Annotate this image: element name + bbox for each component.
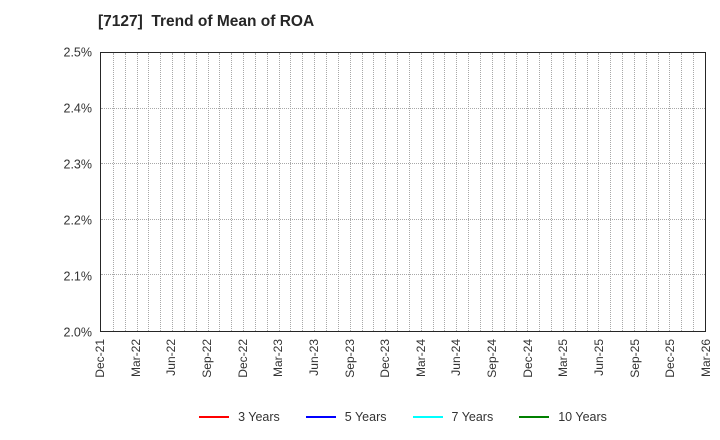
vertical-gridline bbox=[349, 53, 351, 331]
vertical-gridline bbox=[148, 53, 150, 331]
y-tick-label: 2.1% bbox=[63, 268, 93, 283]
vertical-gridline bbox=[361, 53, 363, 331]
x-tick-label: Sep-24 bbox=[485, 339, 500, 378]
vertical-gridline bbox=[136, 53, 138, 331]
vertical-gridline bbox=[266, 53, 268, 331]
vertical-gridline bbox=[479, 53, 481, 331]
vertical-gridline bbox=[195, 53, 197, 331]
x-tick-label: Jun-24 bbox=[449, 339, 464, 376]
vertical-gridline bbox=[527, 53, 529, 331]
x-tick-label: Dec-21 bbox=[93, 339, 107, 378]
horizontal-gridline bbox=[101, 107, 705, 109]
vertical-gridline bbox=[183, 53, 185, 331]
y-tick-label: 2.3% bbox=[63, 156, 93, 171]
y-tick-label: 2.4% bbox=[63, 100, 93, 115]
vertical-gridline bbox=[219, 53, 221, 331]
vertical-gridline bbox=[172, 53, 174, 331]
vertical-gridline bbox=[645, 53, 647, 331]
vertical-gridline bbox=[681, 53, 683, 331]
vertical-gridline bbox=[124, 53, 126, 331]
vertical-gridline bbox=[468, 53, 470, 331]
horizontal-gridline bbox=[101, 218, 705, 220]
vertical-gridline bbox=[373, 53, 375, 331]
legend-label: 7 Years bbox=[451, 410, 494, 424]
vertical-gridline bbox=[385, 53, 387, 331]
vertical-gridline bbox=[551, 53, 553, 331]
vertical-gridline bbox=[574, 53, 576, 331]
x-tick-label: Jun-22 bbox=[164, 339, 179, 376]
vertical-gridline bbox=[337, 53, 339, 331]
y-tick-label: 2.2% bbox=[63, 212, 93, 227]
x-tick-label: Mar-24 bbox=[413, 339, 428, 378]
vertical-gridline bbox=[586, 53, 588, 331]
vertical-gridline bbox=[302, 53, 304, 331]
x-axis-labels: Dec-21 Mar-22 Jun-22 Sep-22 Dec-22 Mar-23 Jun-… bbox=[93, 332, 713, 394]
horizontal-gridline bbox=[101, 274, 705, 276]
vertical-gridline bbox=[657, 53, 659, 331]
vertical-gridline bbox=[420, 53, 422, 331]
vertical-gridline bbox=[444, 53, 446, 331]
vertical-gridline bbox=[160, 53, 162, 331]
vertical-gridline bbox=[633, 53, 635, 331]
horizontal-gridline bbox=[101, 163, 705, 165]
legend-item: 10 Years bbox=[519, 410, 607, 424]
x-tick-label: Jun-25 bbox=[592, 339, 607, 376]
legend-label: 3 Years bbox=[238, 410, 280, 424]
legend-line-swatch bbox=[305, 415, 336, 419]
x-tick-label: Sep-22 bbox=[199, 339, 214, 378]
vertical-gridline bbox=[456, 53, 458, 331]
vertical-gridline bbox=[432, 53, 434, 331]
vertical-gridline bbox=[314, 53, 316, 331]
vertical-gridline bbox=[503, 53, 505, 331]
legend-label: 10 Years bbox=[558, 410, 607, 424]
x-tick-label: Mar-22 bbox=[128, 339, 143, 378]
vertical-gridline bbox=[562, 53, 564, 331]
legend-line-swatch bbox=[199, 415, 230, 419]
vertical-gridline bbox=[693, 53, 695, 331]
vertical-gridline bbox=[539, 53, 541, 331]
x-tick-label: Dec-23 bbox=[378, 339, 393, 378]
chart-title: [7127] Trend of Mean of ROA bbox=[98, 13, 315, 30]
vertical-gridline bbox=[290, 53, 292, 331]
x-tick-label: Sep-25 bbox=[627, 339, 642, 378]
legend-line-swatch bbox=[412, 415, 443, 419]
vertical-gridline bbox=[515, 53, 517, 331]
x-tick-label: Jun-23 bbox=[306, 339, 321, 376]
y-tick-label: 2.5% bbox=[63, 44, 93, 59]
legend-item: 5 Years bbox=[305, 410, 387, 424]
vertical-gridline bbox=[408, 53, 410, 331]
vertical-gridline bbox=[326, 53, 328, 331]
vertical-gridline bbox=[669, 53, 671, 331]
vertical-gridline bbox=[491, 53, 493, 331]
vertical-gridline bbox=[207, 53, 209, 331]
x-tick-label: Dec-25 bbox=[663, 339, 678, 378]
vertical-gridline bbox=[243, 53, 245, 331]
legend: 3 Years 5 Years 7 Years 10 Years bbox=[100, 405, 706, 429]
x-tick-label: Sep-23 bbox=[342, 339, 357, 378]
legend-item: 3 Years bbox=[199, 410, 280, 424]
vertical-gridline bbox=[231, 53, 233, 331]
y-tick-label: 2.0% bbox=[63, 324, 93, 339]
legend-label: 5 Years bbox=[344, 410, 387, 424]
legend-item: 7 Years bbox=[412, 410, 494, 424]
x-tick-label: Dec-22 bbox=[235, 339, 250, 378]
vertical-gridline bbox=[598, 53, 600, 331]
x-tick-label: Mar-23 bbox=[271, 339, 286, 378]
legend-line-swatch bbox=[519, 415, 550, 419]
x-tick-label: Mar-26 bbox=[699, 339, 713, 378]
vertical-gridline bbox=[254, 53, 256, 331]
x-tick-label: Mar-25 bbox=[556, 339, 571, 378]
vertical-gridline bbox=[397, 53, 399, 331]
x-tick-label: Dec-24 bbox=[520, 339, 535, 378]
vertical-gridline bbox=[112, 53, 114, 331]
vertical-gridline bbox=[622, 53, 624, 331]
vertical-gridline bbox=[278, 53, 280, 331]
y-axis-labels: 2.0% 2.1% 2.2% 2.3% 2.4% 2.5% bbox=[0, 46, 93, 338]
vertical-gridline bbox=[610, 53, 612, 331]
plot-area bbox=[100, 52, 706, 332]
